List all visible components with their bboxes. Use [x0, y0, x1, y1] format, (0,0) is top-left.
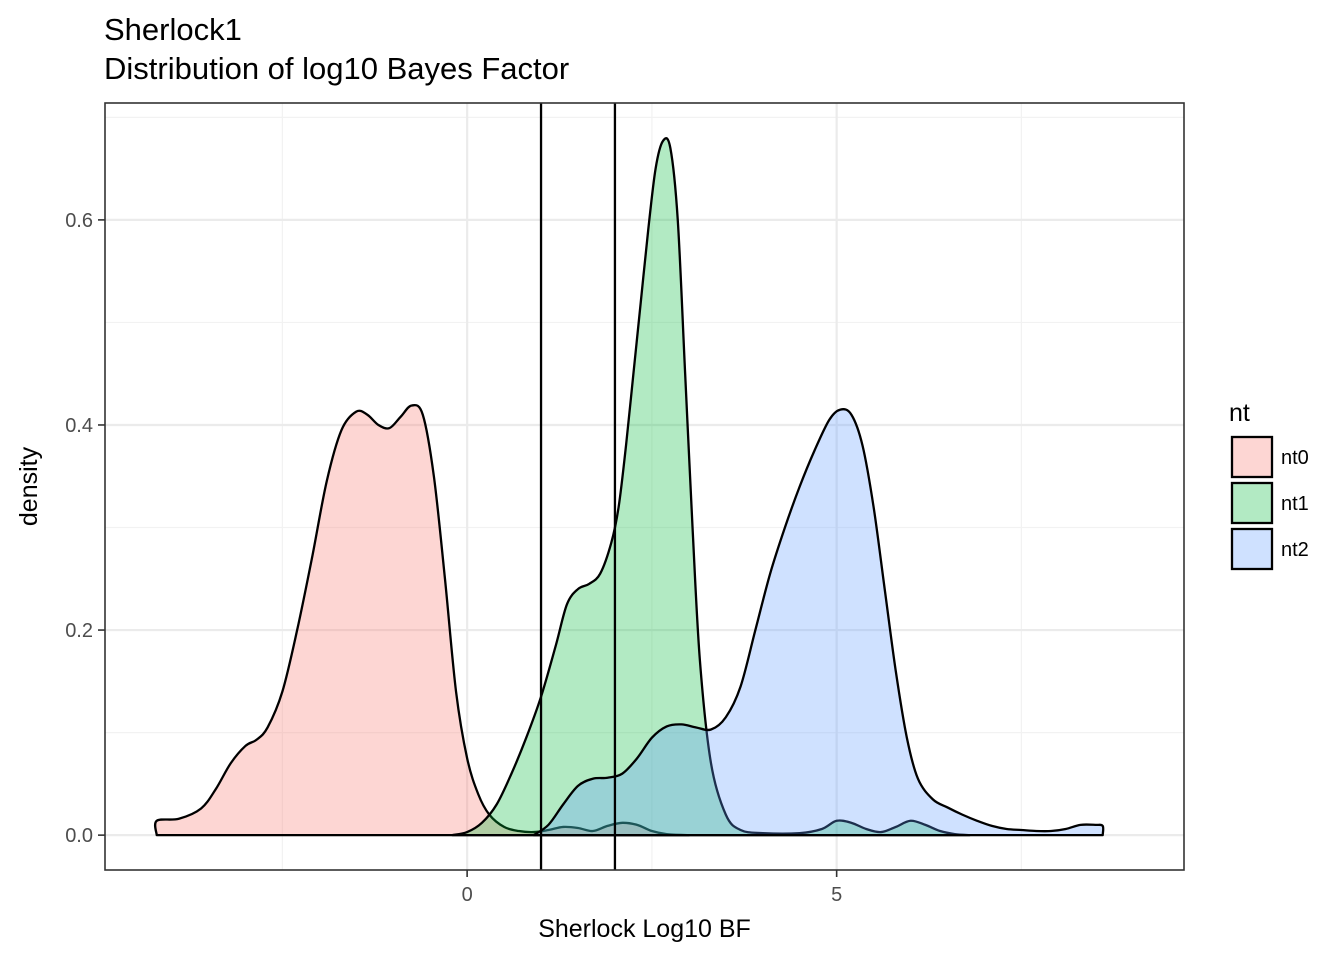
legend-swatch-nt2 [1230, 527, 1274, 571]
y-tick-label: 0.4 [65, 415, 93, 437]
reference-lines [539, 103, 617, 870]
legend-item-nt0: nt0 [1230, 435, 1309, 479]
density-area-nt2 [532, 408, 1105, 837]
plot-panel [104, 102, 1185, 871]
y-tick-label: 0.6 [65, 210, 93, 232]
legend-swatch-nt1 [1230, 481, 1274, 525]
x-axis-label: Sherlock Log10 BF [538, 915, 751, 943]
density-area-nt1 [451, 137, 971, 837]
legend-title: nt [1229, 399, 1250, 427]
x-tick-label: 5 [831, 884, 842, 906]
legend: nt nt0 nt1 nt2 [1229, 399, 1309, 571]
legend-key-background [1231, 528, 1273, 570]
legend-key-background [1231, 436, 1273, 478]
y-tick-label: 0.0 [65, 825, 93, 847]
legend-label-nt2: nt2 [1281, 539, 1309, 561]
density-areas [153, 137, 1105, 837]
legend-label-nt0: nt0 [1281, 447, 1309, 469]
y-axis-label: density [15, 446, 43, 526]
chart-subtitle: Distribution of log10 Bayes Factor [104, 51, 569, 86]
x-tick-label: 0 [462, 884, 473, 906]
legend-key-background [1231, 482, 1273, 524]
legend-item-nt1: nt1 [1230, 481, 1309, 525]
legend-item-nt2: nt2 [1230, 527, 1309, 571]
y-axis: 0.0 0.2 0.4 0.6 [65, 210, 105, 847]
grid-minor [105, 103, 1184, 870]
y-tick-label: 0.2 [65, 620, 93, 642]
chart-title: Sherlock1 [104, 12, 242, 47]
legend-label-nt1: nt1 [1281, 493, 1309, 515]
legend-swatch-nt0 [1230, 435, 1274, 479]
density-area-nt0 [153, 403, 690, 837]
